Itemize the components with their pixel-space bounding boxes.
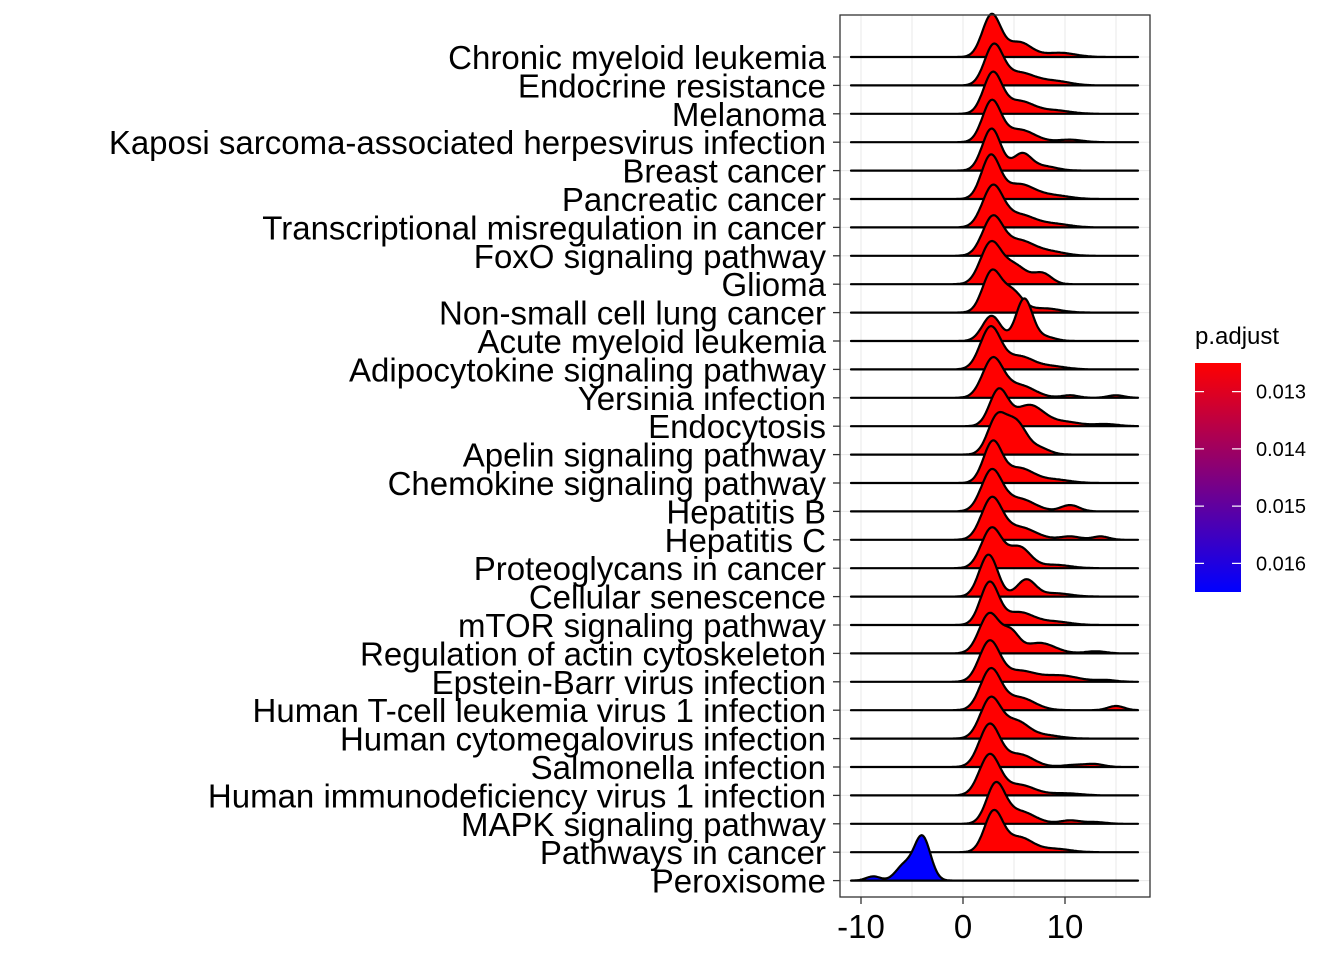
ridge-adipocytokine-signaling-pathway: [849, 325, 1140, 371]
x-tick-label: 0: [954, 908, 972, 945]
legend-tick-label: 0.016: [1256, 553, 1306, 575]
ridge-chronic-myeloid-leukemia: [849, 12, 1140, 59]
ridge-peroxisome: [849, 834, 1140, 882]
ridge-salmonella-infection: [849, 722, 1140, 769]
y-tick-label: Chronic myeloid leukemia: [448, 39, 826, 76]
panel-border: [839, 14, 1151, 898]
ridge-endocrine-resistance: [849, 42, 1140, 87]
y-tick-label: Kaposi sarcoma-associated herpesvirus in…: [109, 124, 826, 161]
ridge-endocytosis: [849, 387, 1140, 428]
x-axis: -10 0 10: [837, 897, 1083, 945]
y-tick-label: FoxO signaling pathway: [474, 238, 827, 275]
ridge-pathways-in-cancer: [849, 808, 1140, 854]
y-tick-label: Human cytomegalovirus infection: [340, 721, 826, 758]
ridge-glioma: [849, 239, 1140, 286]
ridge-chemokine-signaling-pathway: [849, 439, 1140, 485]
y-tick-label: Non-small cell lung cancer: [439, 295, 826, 332]
y-tick-label: MAPK signaling pathway: [461, 806, 827, 843]
y-tick-label: Peroxisome: [652, 863, 826, 900]
ridge-hepatitis-b: [849, 467, 1140, 513]
ridge-transcriptional-misregulation-in-cancer: [849, 183, 1140, 229]
y-tick-label: Salmonella infection: [531, 749, 826, 786]
y-tick-label: Human T-cell leukemia virus 1 infection: [253, 692, 826, 729]
y-tick-label: Hepatitis B: [666, 493, 826, 530]
ridges: [849, 12, 1140, 882]
ridge-cellular-senescence: [849, 553, 1140, 598]
legend: p.adjust 0.013 0.014 0.015 0.016: [1195, 323, 1306, 592]
ridge-kaposi-sarcoma-associated-herpesvirus-infection: [849, 98, 1140, 144]
y-tick-label: Adipocytokine signaling pathway: [349, 351, 826, 388]
y-tick-label: Acute myeloid leukemia: [478, 323, 827, 360]
y-tick-label: Regulation of actin cytoskeleton: [360, 635, 826, 672]
y-tick-label: Transcriptional misregulation in cancer: [262, 209, 826, 246]
y-tick-label: Human immunodeficiency virus 1 infection: [208, 777, 826, 814]
ridge-human-immunodeficiency-virus-1-infection: [849, 752, 1140, 797]
ridge-hepatitis-c: [849, 495, 1140, 541]
ridge-foxo-signaling-pathway: [849, 214, 1140, 257]
ridge-mtor-signaling-pathway: [849, 580, 1140, 627]
ridge-epstein-barr-virus-infection: [849, 639, 1140, 683]
ridge-pancreatic-cancer: [849, 153, 1140, 201]
y-tick-label: Apelin signaling pathway: [463, 437, 827, 474]
y-tick-label: Yersinia infection: [578, 380, 826, 417]
y-tick-label: Proteoglycans in cancer: [474, 550, 826, 587]
x-tick-label: 10: [1047, 908, 1084, 945]
ridge-human-cytomegalovirus-infection: [849, 695, 1140, 740]
legend-tick-label: 0.014: [1256, 439, 1306, 461]
ridge-proteoglycans-in-cancer: [849, 526, 1140, 570]
ridge-human-t-cell-leukemia-virus-1-infection: [849, 666, 1140, 712]
y-tick-label: Pathways in cancer: [540, 834, 826, 871]
y-tick-label: Epstein-Barr virus infection: [432, 664, 826, 701]
legend-tick-label: 0.015: [1256, 496, 1306, 518]
y-tick-label: Cellular senescence: [529, 579, 826, 616]
y-tick-label: Hepatitis C: [665, 522, 826, 559]
legend-colorbar: [1195, 363, 1241, 592]
ridge-mapk-signaling-pathway: [849, 780, 1140, 825]
ridge-melanoma: [849, 70, 1140, 115]
ridge-yersinia-infection: [849, 355, 1140, 399]
y-tick-label: Melanoma: [672, 96, 827, 133]
y-tick-label: Glioma: [721, 266, 826, 303]
legend-title: p.adjust: [1195, 323, 1279, 350]
legend-ticks: 0.013 0.014 0.015 0.016: [1195, 382, 1306, 575]
ridge-regulation-of-actin-cytoskeleton: [849, 611, 1140, 655]
ridge-non-small-cell-lung-cancer: [849, 268, 1140, 314]
legend-tick-label: 0.013: [1256, 382, 1306, 404]
y-tick-label: Endocytosis: [648, 408, 826, 445]
ridge-acute-myeloid-leukemia: [849, 297, 1140, 343]
y-tick-label: Endocrine resistance: [518, 67, 826, 104]
y-tick-label: Chemokine signaling pathway: [388, 465, 827, 502]
x-tick-label: -10: [837, 908, 885, 945]
y-tick-label: mTOR signaling pathway: [458, 607, 827, 644]
ridge-apelin-signaling-pathway: [849, 410, 1140, 456]
ridge-breast-cancer: [849, 127, 1140, 172]
y-tick-label: Pancreatic cancer: [562, 181, 826, 218]
y-tick-label: Breast cancer: [622, 153, 826, 190]
